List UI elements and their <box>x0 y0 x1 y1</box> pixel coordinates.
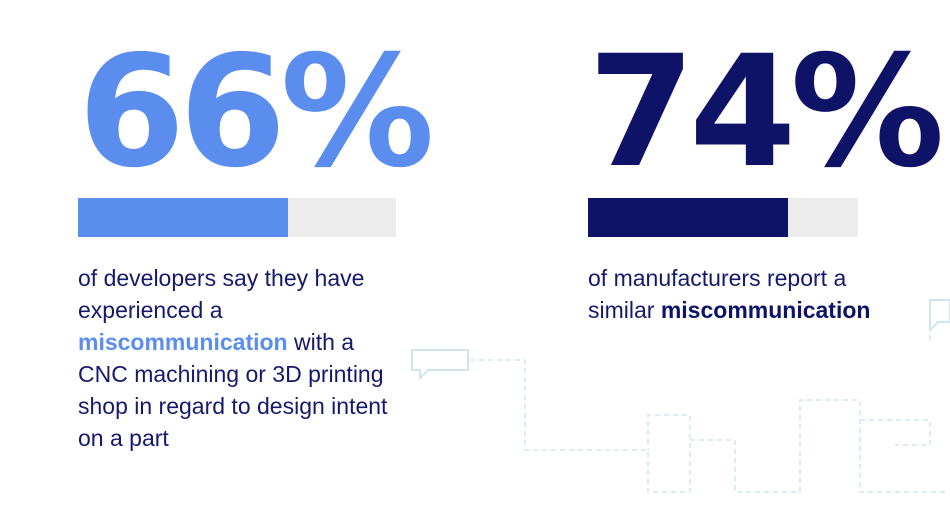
description-text: of developers say they have experienced … <box>78 265 365 323</box>
progress-bar-fill <box>78 198 288 237</box>
description-text-end: with a CNC machining or 3D printing shop… <box>78 329 388 451</box>
stat-description: of manufacturers report a similar miscom… <box>588 262 888 326</box>
description-text: of manufacturers report a similar <box>588 265 847 323</box>
progress-bar <box>588 198 858 237</box>
description-highlight: miscommunication <box>660 297 871 323</box>
stat-manufacturers: 74% of manufacturers report a similar mi… <box>588 23 945 323</box>
progress-bar <box>78 198 396 237</box>
stat-developers: 66% of developers say they have experien… <box>78 23 435 451</box>
stat-description: of developers say they have experienced … <box>78 262 408 454</box>
stat-value: 74% <box>588 23 945 202</box>
description-highlight: miscommunication <box>78 329 288 355</box>
progress-bar-fill <box>588 198 788 237</box>
stat-value: 66% <box>78 23 435 202</box>
